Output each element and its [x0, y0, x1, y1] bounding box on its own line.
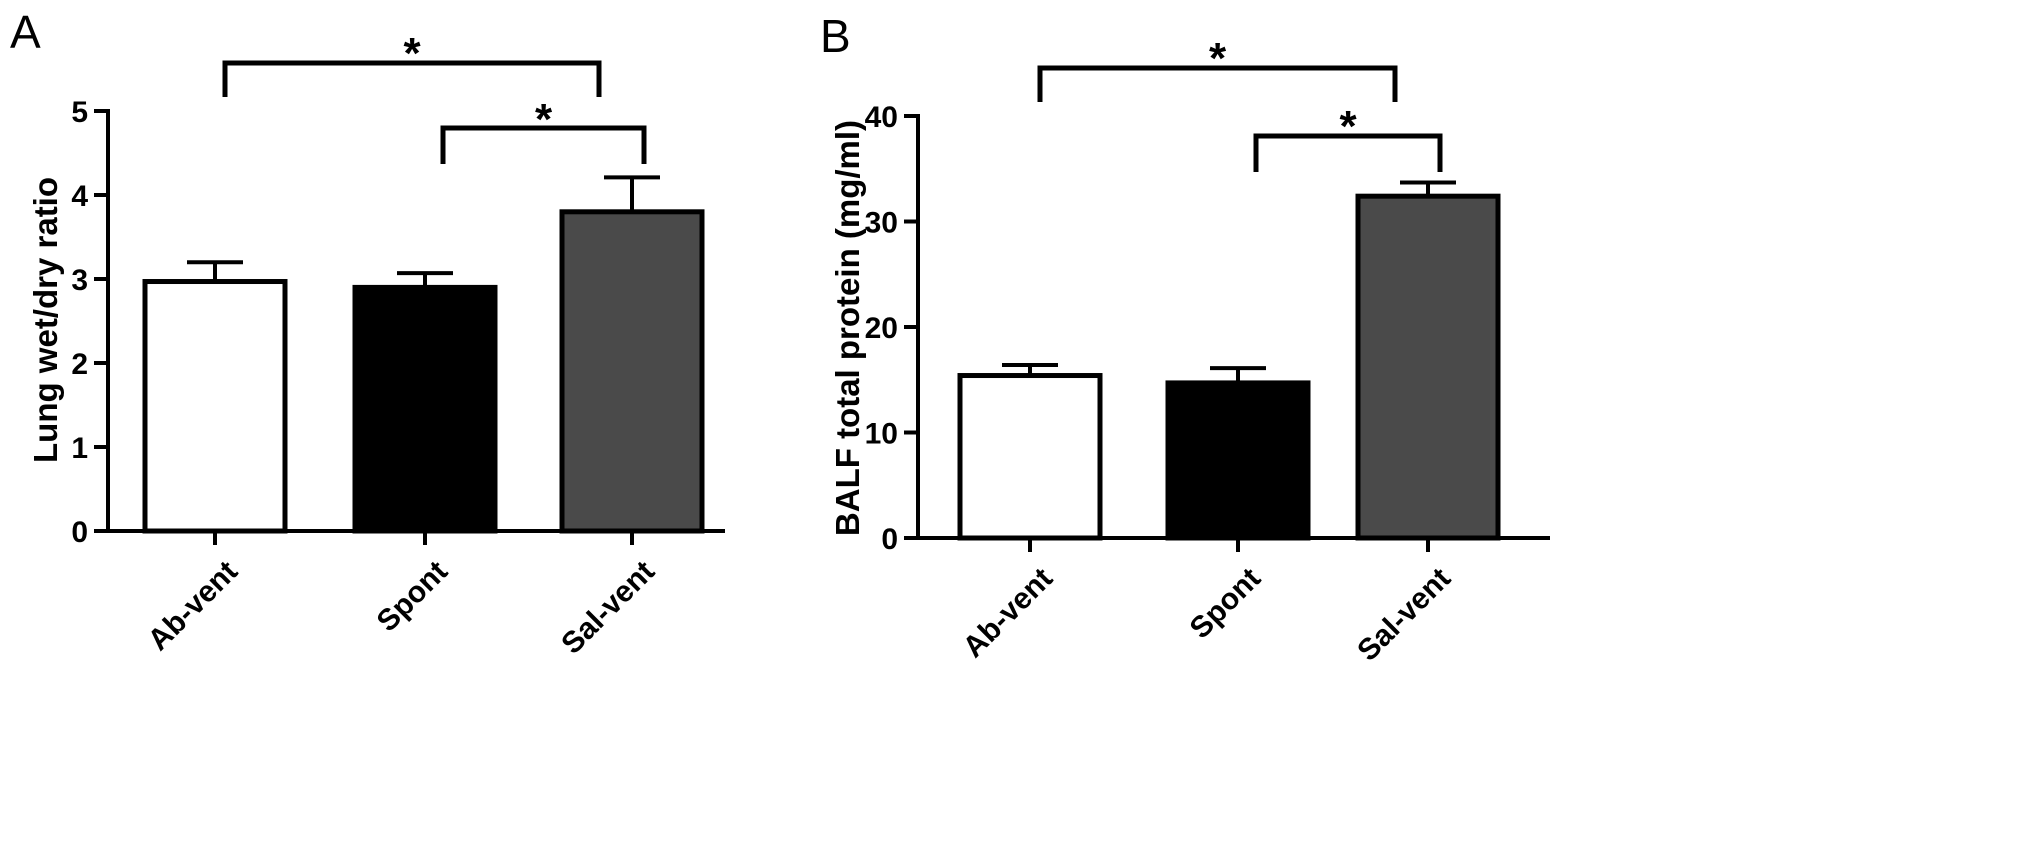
bracket-line	[222, 60, 602, 97]
category-label: Spont	[1184, 562, 1267, 645]
significance-bracket: *	[222, 29, 602, 97]
y-tick-label: 20	[865, 312, 898, 345]
category-label: Spont	[371, 555, 454, 638]
y-tick-label: 3	[71, 264, 88, 297]
category-label: Sal-vent	[555, 555, 661, 661]
y-tick-label: 10	[865, 418, 898, 451]
y-tick-label: 1	[71, 432, 88, 465]
y-tick-label: 5	[71, 96, 88, 129]
bar-sal-vent	[559, 209, 705, 534]
category-label: Ab-vent	[957, 562, 1059, 664]
category-label: Sal-vent	[1351, 562, 1457, 668]
error-bar	[604, 175, 660, 212]
bracket-line	[440, 125, 647, 164]
bar-spont	[1165, 380, 1311, 541]
y-tick-label: 40	[865, 101, 898, 134]
bar-ab-vent	[142, 279, 288, 534]
y-tick-label: 2	[71, 348, 88, 381]
y-tick-label: 0	[71, 516, 88, 549]
y-tick-label: 4	[71, 180, 88, 213]
y-axis-label: Lung wet/dry ratio	[27, 177, 64, 463]
y-axis-label: BALF total protein (mg/ml)	[829, 120, 866, 536]
y-tick-label: 0	[881, 523, 898, 556]
bar-spont	[352, 284, 498, 534]
panel-a: A 0 1 2 3 4 5 Lung wet/dry ratio Ab-vent Spont Sal…	[10, 6, 725, 661]
significance-asterisk: *	[1339, 102, 1357, 151]
significance-bracket: *	[1037, 34, 1398, 102]
error-bar	[187, 260, 243, 282]
bracket-line	[1253, 133, 1443, 172]
significance-bracket: *	[440, 95, 647, 164]
bar-sal-vent	[1355, 193, 1501, 541]
panel-letter: A	[10, 6, 41, 58]
significance-asterisk: *	[535, 95, 553, 144]
y-tick-label: 30	[865, 207, 898, 240]
bracket-line	[1037, 65, 1398, 102]
panel-letter: B	[820, 10, 851, 62]
significance-asterisk: *	[1209, 34, 1227, 83]
category-label: Ab-vent	[142, 555, 244, 657]
significance-asterisk: *	[403, 29, 421, 78]
significance-bracket: *	[1253, 102, 1443, 172]
bar-ab-vent	[957, 373, 1103, 541]
